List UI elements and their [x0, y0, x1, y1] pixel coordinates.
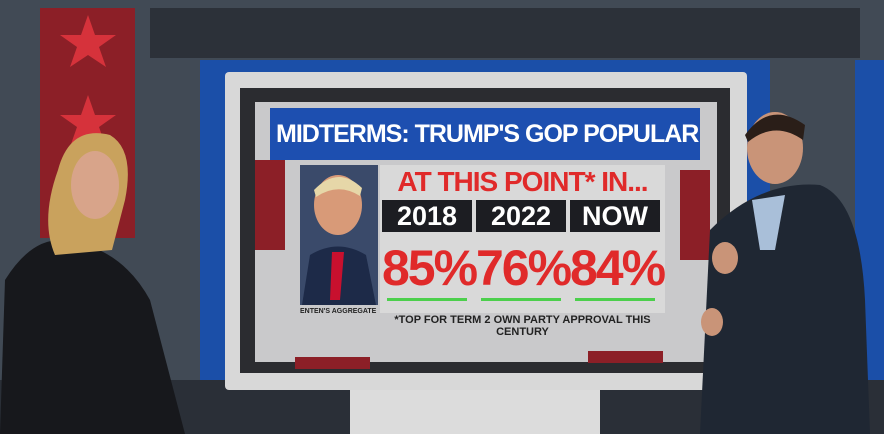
column-header: NOW — [570, 200, 660, 232]
subtitle: AT THIS POINT* IN... — [397, 166, 648, 197]
footnote: *TOP FOR TERM 2 OWN PARTY APPROVAL THIS … — [394, 314, 651, 338]
source-label: ENTEN'S AGGREGATE — [300, 308, 377, 315]
graphic-title: MIDTERMS: TRUMP'S GOP POPULARITY RATING.… — [276, 120, 700, 148]
rating: 84% — [570, 240, 666, 296]
rating: 76% — [476, 240, 572, 296]
column-header: 2018 — [382, 200, 472, 232]
column-header: 2022 — [476, 200, 566, 232]
underline — [575, 298, 655, 301]
title-bar: MIDTERMS: TRUMP'S GOP POPULARITY RATING.… — [270, 108, 700, 160]
underline — [481, 298, 561, 301]
underline — [387, 298, 467, 301]
rating: 85% — [382, 240, 478, 296]
